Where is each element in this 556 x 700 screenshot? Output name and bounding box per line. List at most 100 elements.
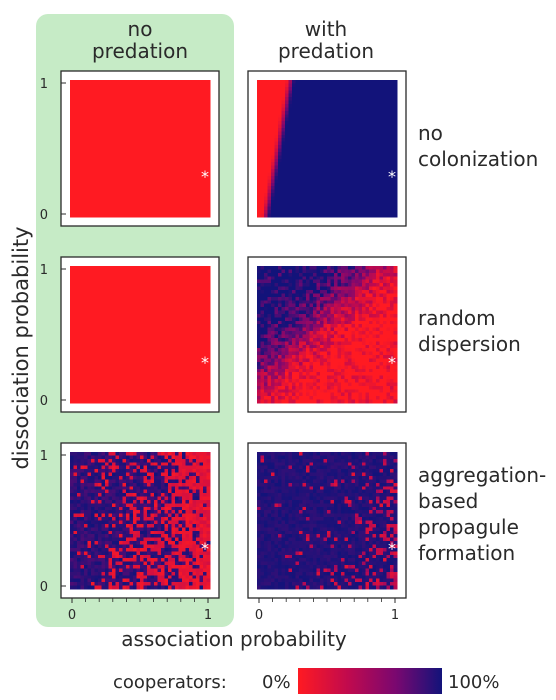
heatmap-cell: [157, 375, 162, 380]
heatmap-cell: [119, 165, 123, 170]
heatmap-cell: [288, 276, 293, 281]
heatmap-cell: [101, 279, 106, 284]
heatmap-cell: [161, 344, 165, 349]
heatmap-cell: [302, 175, 307, 180]
heatmap-cell: [175, 124, 179, 129]
heatmap-cell: [80, 83, 85, 88]
heatmap-cell: [161, 90, 165, 95]
heatmap-cell: [267, 80, 272, 84]
heatmap-cell: [334, 189, 338, 194]
heatmap-cell: [105, 114, 109, 119]
heatmap-cell: [150, 327, 155, 332]
heatmap-cell: [94, 213, 99, 218]
heatmap-cell: [157, 300, 162, 305]
heatmap-cell: [295, 100, 300, 105]
heatmap-cell: [129, 348, 134, 353]
heatmap-cell: [126, 165, 130, 170]
heatmap-cell: [126, 358, 130, 363]
heatmap-cell: [168, 379, 172, 383]
heatmap-cell: [154, 186, 158, 190]
heatmap-cell: [302, 213, 307, 218]
heatmap-cell: [98, 300, 102, 305]
heatmap-cell: [154, 382, 158, 387]
heatmap-cell: [140, 375, 144, 380]
heatmap-cell: [383, 124, 387, 129]
heatmap-cell: [264, 117, 268, 122]
heatmap-cell: [341, 145, 345, 149]
heatmap-cell: [164, 317, 169, 322]
heatmap-cell: [91, 199, 95, 204]
heatmap-cell: [206, 351, 211, 356]
heatmap-cell: [393, 203, 398, 208]
heatmap-cell: [206, 276, 211, 281]
heatmap-cell: [386, 114, 391, 119]
heatmap-cell: [182, 210, 186, 214]
heatmap-cell: [278, 186, 282, 190]
heatmap-cell: [175, 182, 179, 187]
heatmap-cell: [119, 385, 123, 390]
heatmap-cell: [94, 303, 99, 308]
heatmap-cell: [133, 375, 137, 380]
heatmap-cell: [330, 155, 335, 160]
heatmap-cell: [175, 114, 179, 119]
heatmap-cell: [147, 165, 151, 170]
heatmap-cell: [164, 155, 169, 160]
heatmap-cell: [309, 145, 314, 149]
heatmap-cell: [185, 361, 190, 366]
heatmap-cell: [105, 379, 109, 383]
heatmap-cell: [143, 361, 148, 366]
heatmap-cell: [295, 272, 300, 277]
heatmap-cell: [196, 303, 200, 308]
heatmap-cell: [185, 396, 190, 400]
heatmap-cell: [260, 148, 265, 153]
heatmap-cell: [341, 189, 345, 194]
heatmap-cell: [119, 379, 123, 383]
heatmap-cell: [94, 392, 99, 397]
heatmap-cell: [84, 213, 88, 218]
heatmap-cell: [87, 361, 92, 366]
heatmap-cell: [94, 293, 99, 298]
heatmap-cell: [80, 272, 85, 277]
heatmap-cell: [133, 283, 137, 287]
heatmap-cell: [358, 138, 363, 143]
heatmap-cell: [168, 124, 172, 129]
heatmap-cell: [348, 266, 352, 270]
heatmap-cell: [302, 189, 307, 194]
heatmap-cell: [154, 196, 158, 201]
heatmap-cell: [344, 155, 349, 160]
heatmap-cell: [288, 272, 293, 277]
heatmap-cell: [129, 276, 134, 281]
heatmap-cell: [133, 399, 137, 404]
heatmap-cell: [365, 121, 370, 125]
heatmap-cell: [115, 286, 120, 291]
heatmap-cell: [77, 131, 81, 136]
heatmap-cell: [295, 186, 300, 190]
heatmap-cell: [115, 210, 120, 214]
heatmap-cell: [129, 389, 134, 394]
heatmap-cell: [77, 276, 81, 281]
heatmap-cell: [330, 186, 335, 190]
heatmap-cell: [309, 107, 314, 112]
heatmap-cell: [369, 189, 373, 194]
heatmap-cell: [136, 358, 141, 363]
heatmap-cell: [341, 165, 345, 170]
heatmap-cell: [161, 148, 165, 153]
heatmap-cell: [108, 324, 113, 329]
heatmap-cell: [161, 80, 165, 84]
heatmap-cell: [143, 293, 148, 298]
heatmap-cell: [150, 310, 155, 315]
heatmap-cell: [115, 368, 120, 373]
heatmap-cell: [309, 172, 314, 177]
heatmap-cell: [196, 199, 200, 204]
heatmap-cell: [112, 155, 116, 160]
heatmap-cell: [182, 100, 186, 105]
heatmap-cell: [168, 266, 172, 270]
heatmap-cell: [323, 121, 328, 125]
heatmap-cell: [189, 341, 193, 346]
heatmap-cell: [105, 276, 109, 281]
heatmap-cell: [278, 83, 282, 88]
heatmap-cell: [168, 186, 172, 190]
heatmap-cell: [334, 182, 338, 187]
heatmap-cell: [189, 179, 193, 184]
heatmap-cell: [115, 169, 120, 173]
